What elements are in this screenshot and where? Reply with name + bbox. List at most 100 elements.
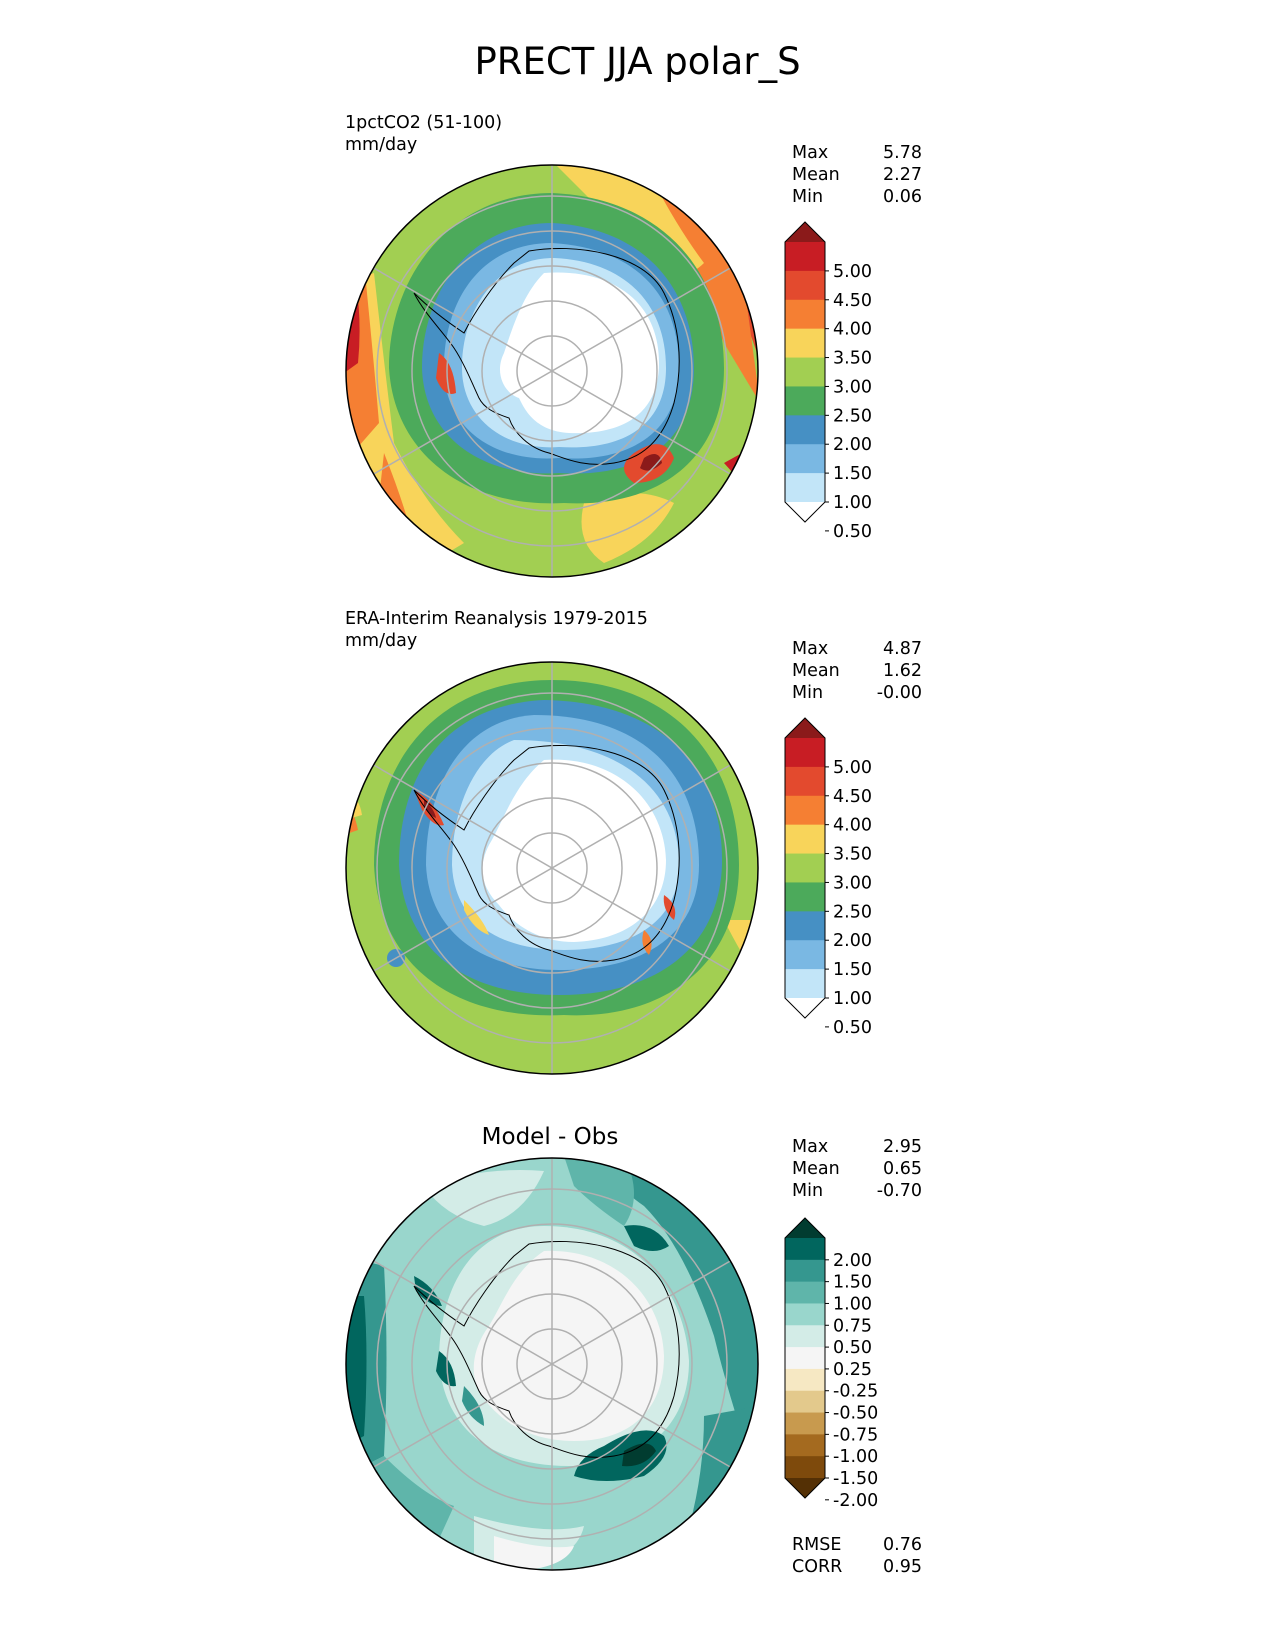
colorbar-segment xyxy=(785,1390,825,1414)
colorbar-segment xyxy=(785,1368,825,1392)
colorbar-tick-label: 4.50 xyxy=(833,291,872,311)
stat-min-value: 0.06 xyxy=(883,187,922,207)
colorbar-segment xyxy=(785,795,825,826)
colorbar-tick-label: 2.50 xyxy=(833,902,872,922)
colorbar-tick-label: 5.00 xyxy=(833,758,872,778)
colorbar-tick-label: 1.50 xyxy=(833,464,872,484)
colorbar-tick-label: 4.50 xyxy=(833,787,872,807)
colorbar-tick-label: 1.00 xyxy=(833,1294,872,1314)
ref-panel-title: ERA-Interim Reanalysis 1979-2015 xyxy=(345,609,648,629)
test-colorbar: 5.00 4.50 4.00 3.50 3.00 2.50 2.00 1.50 1.00 0.50 xyxy=(784,221,872,542)
colorbar-extend-bottom xyxy=(785,998,825,1018)
colorbar-tick-label: 5.00 xyxy=(833,262,872,282)
stat-corr-label: CORR xyxy=(792,1557,843,1577)
stat-max-value: 4.87 xyxy=(883,639,922,659)
stat-min-label: Min xyxy=(792,187,824,207)
colorbar-tick-label: -0.50 xyxy=(833,1404,878,1424)
colorbar-tick-label: -0.75 xyxy=(833,1425,878,1445)
colorbar-tick-label: -1.00 xyxy=(833,1447,878,1467)
colorbar-tick-label: 1.50 xyxy=(833,1273,872,1293)
stat-mean-value: 0.65 xyxy=(883,1159,922,1179)
stat-min-label: Min xyxy=(792,1181,824,1201)
stat-mean-label: Mean xyxy=(792,661,840,681)
colorbar-extend-top xyxy=(785,1218,825,1238)
colorbar-tick-label: -2.00 xyxy=(833,1491,878,1511)
colorbar-segment xyxy=(785,299,825,330)
stat-rmse-label: RMSE xyxy=(792,1535,842,1555)
colorbar-extend-top xyxy=(785,718,825,738)
colorbar-segment xyxy=(785,328,825,359)
colorbar-tick-label: 0.50 xyxy=(833,1018,872,1038)
stat-corr-value: 0.95 xyxy=(883,1557,922,1577)
colorbar-segment xyxy=(785,1281,825,1304)
colorbar-tick-label: 1.00 xyxy=(833,989,872,1009)
stat-mean-label: Mean xyxy=(792,1159,840,1179)
test-polar-map xyxy=(345,164,759,578)
diff-stats: Max 2.95 Mean 0.65 Min -0.70 xyxy=(792,1136,922,1202)
colorbar-segment xyxy=(785,1456,825,1479)
stat-mean-label: Mean xyxy=(792,165,840,185)
stat-max-label: Max xyxy=(792,639,829,659)
colorbar-segment xyxy=(785,1347,825,1370)
colorbar-segment xyxy=(785,882,825,912)
ref-panel-label: ERA-Interim Reanalysis 1979-2015 mm/day xyxy=(345,608,648,652)
colorbar-tick-label: 1.00 xyxy=(833,493,872,513)
test-stats: Max 5.78 Mean 2.27 Min 0.06 xyxy=(792,142,922,208)
colorbar-tick-label: 2.50 xyxy=(833,406,872,426)
colorbar-tick-label: 2.00 xyxy=(833,1251,872,1271)
colorbar-tick-label: 0.75 xyxy=(833,1316,872,1336)
colorbar-tick-label: 3.00 xyxy=(833,377,872,397)
colorbar-segment xyxy=(785,1412,825,1435)
colorbar-segment xyxy=(785,1303,825,1326)
stat-max-value: 2.95 xyxy=(883,1137,922,1157)
stat-min-label: Min xyxy=(792,683,824,703)
colorbar-segment xyxy=(785,969,825,999)
colorbar-extend-bottom xyxy=(785,502,825,522)
colorbar-segment xyxy=(785,473,825,503)
colorbar-tick-label: 4.00 xyxy=(833,816,872,836)
colorbar-tick-label: 0.50 xyxy=(833,1338,872,1358)
colorbar-segment xyxy=(785,824,825,855)
colorbar-segment xyxy=(785,766,825,797)
test-panel-title: 1pctCO2 (51-100) xyxy=(345,113,503,133)
colorbar-tick-label: 2.00 xyxy=(833,435,872,455)
colorbar-segment xyxy=(785,1325,825,1348)
colorbar-segment xyxy=(785,270,825,301)
colorbar-segment xyxy=(785,444,825,474)
test-panel-units: mm/day xyxy=(345,135,418,155)
stat-max-label: Max xyxy=(792,143,829,163)
colorbar-segment xyxy=(785,1434,825,1457)
colorbar-tick-label: 2.00 xyxy=(833,931,872,951)
test-panel-label: 1pctCO2 (51-100) mm/day xyxy=(345,112,502,156)
colorbar-segment xyxy=(785,940,825,970)
colorbar-segment xyxy=(785,357,825,387)
ref-panel-units: mm/day xyxy=(345,631,418,651)
stat-min-value: -0.70 xyxy=(876,1181,922,1201)
colorbar-tick-label: 1.50 xyxy=(833,960,872,980)
colorbar-segment xyxy=(785,386,825,416)
colorbar-tick-label: 0.50 xyxy=(833,522,872,542)
ref-polar-map xyxy=(345,661,759,1075)
colorbar-segment xyxy=(785,911,825,941)
colorbar-segment xyxy=(785,1238,825,1261)
diff-colorbar: 2.001.501.000.750.500.25-0.25-0.50-0.75-… xyxy=(784,1217,878,1511)
diff-bottom-stats: RMSE 0.76 CORR 0.95 xyxy=(792,1534,922,1578)
stat-max-label: Max xyxy=(792,1137,829,1157)
diff-polar-map xyxy=(345,1157,759,1571)
colorbar-tick-label: 3.50 xyxy=(833,349,872,369)
colorbar-tick-label: -0.25 xyxy=(833,1382,878,1402)
colorbar-segment xyxy=(785,853,825,883)
stat-min-value: -0.00 xyxy=(876,683,922,703)
colorbar-tick-label: 4.00 xyxy=(833,320,872,340)
colorbar-segment xyxy=(785,242,825,272)
stat-mean-value: 1.62 xyxy=(883,661,922,681)
colorbar-extend-bottom xyxy=(785,1478,825,1498)
figure-title: PRECT JJA polar_S xyxy=(474,40,801,83)
colorbar-segment xyxy=(785,415,825,445)
diff-panel-title: Model - Obs xyxy=(481,1124,619,1150)
colorbar-tick-label: 3.50 xyxy=(833,845,872,865)
stat-max-value: 5.78 xyxy=(883,143,922,163)
colorbar-segment xyxy=(785,738,825,768)
colorbar-segment xyxy=(785,1259,825,1283)
colorbar-extend-top xyxy=(785,222,825,242)
